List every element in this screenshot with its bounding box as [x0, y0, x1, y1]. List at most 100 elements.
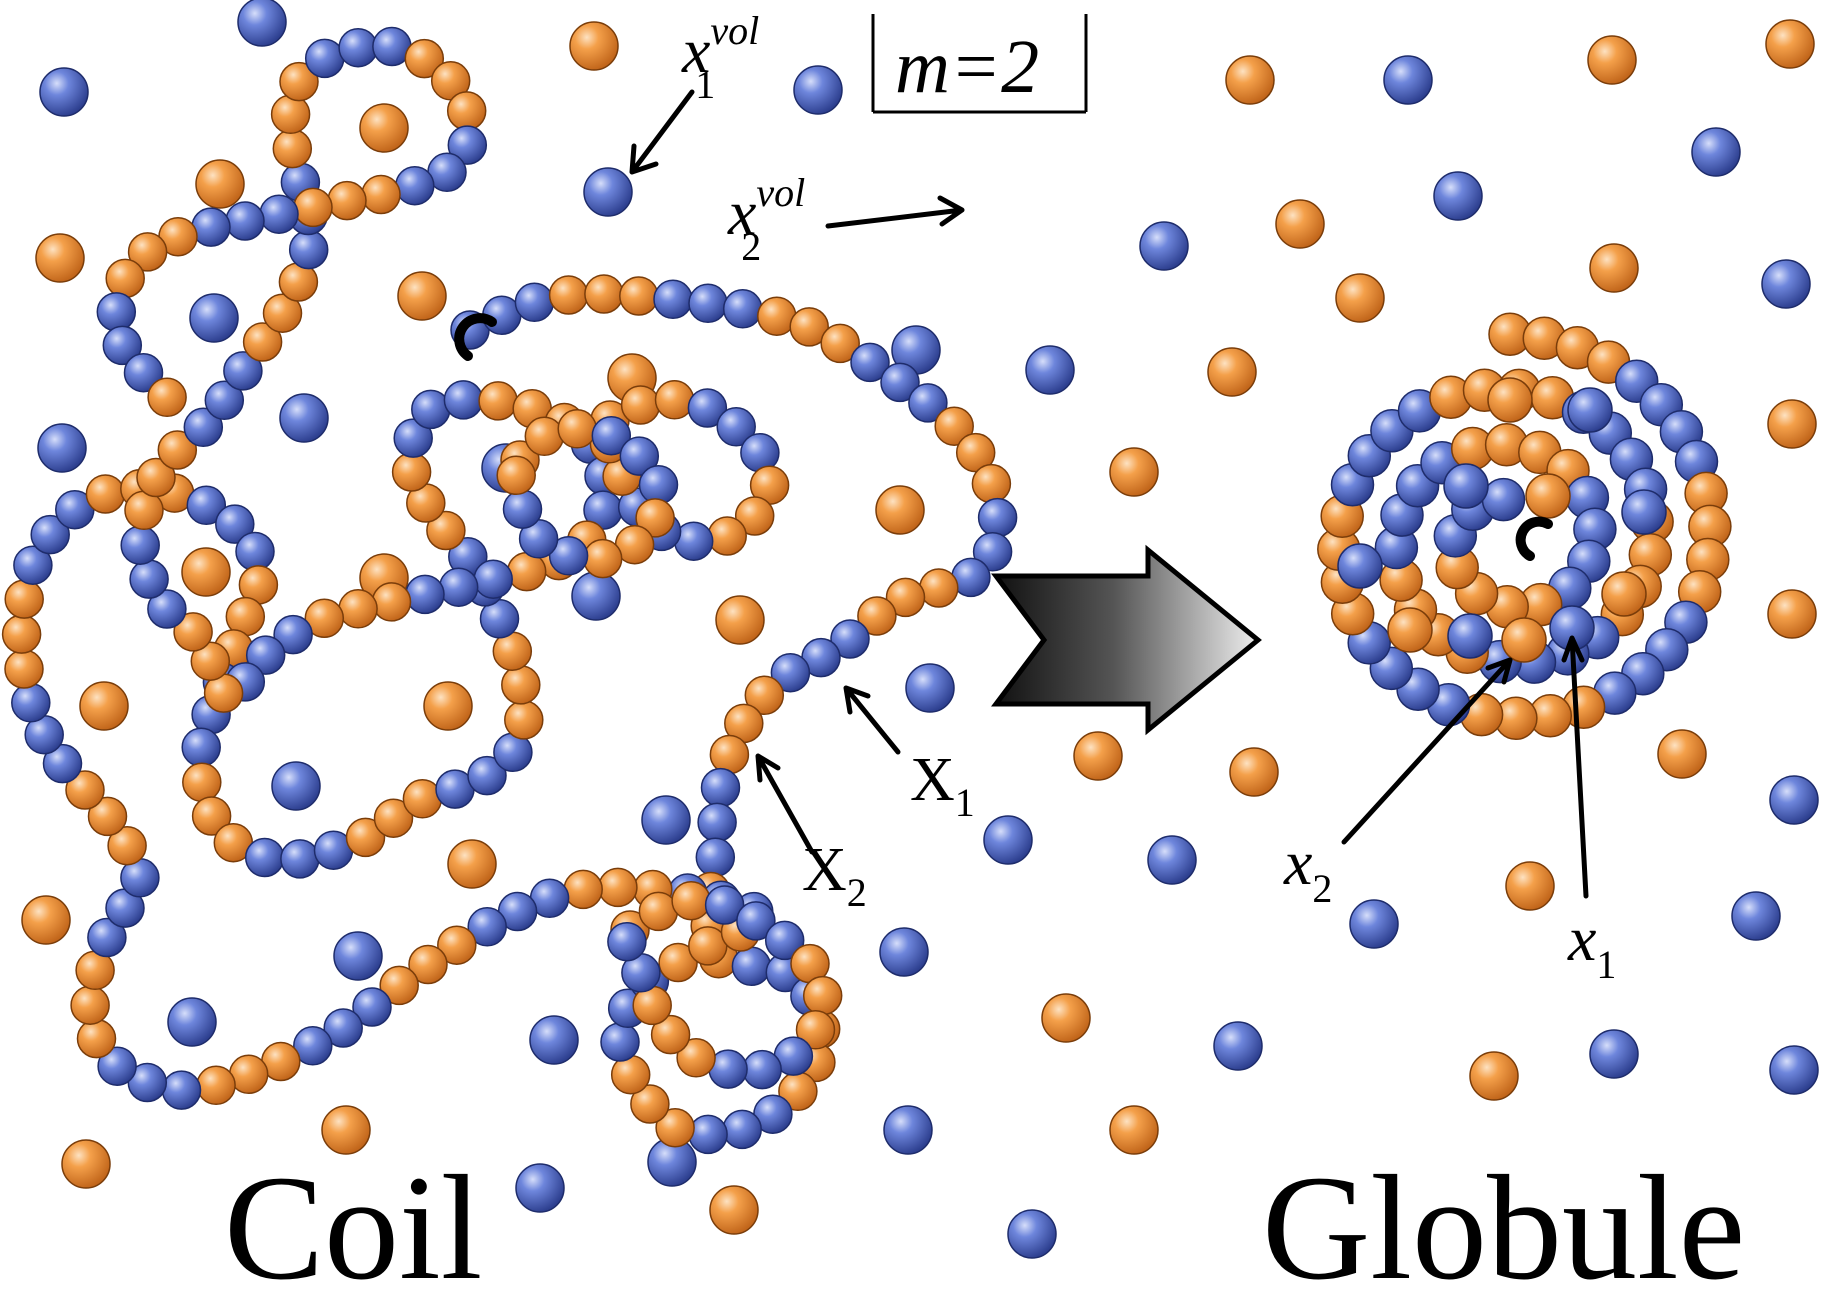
- coil-monomer: [161, 1070, 202, 1110]
- arrow-x2: [1341, 657, 1513, 845]
- solvent-molecule: [423, 681, 473, 731]
- coil-monomer: [70, 985, 110, 1025]
- coil-monomer: [30, 514, 70, 555]
- solvent-molecule: [1073, 731, 1123, 781]
- solvent-molecule: [271, 761, 321, 811]
- coil-monomer: [908, 383, 948, 423]
- solvent-molecule: [793, 65, 843, 115]
- coil-monomer: [619, 436, 660, 476]
- coil-monomer: [955, 432, 996, 473]
- coil-monomer: [96, 292, 137, 332]
- coil-polymer-chain: [1, 26, 1018, 1155]
- solvent-molecule: [1765, 19, 1815, 69]
- coil-monomer: [467, 755, 507, 796]
- coil-monomer: [504, 700, 544, 740]
- coil-monomer: [304, 598, 345, 639]
- coil-monomer: [630, 1084, 670, 1124]
- solvent-molecule: [1275, 199, 1325, 249]
- solvent-molecule: [983, 815, 1033, 865]
- solvent-molecule: [583, 167, 633, 217]
- solvent-molecule: [333, 931, 383, 981]
- coil-monomer: [789, 307, 829, 347]
- solvent-molecule: [37, 423, 87, 473]
- coil-monomer: [795, 1010, 836, 1050]
- solvent-molecule: [1769, 1045, 1819, 1095]
- globule-solvent: [1525, 473, 1571, 519]
- solvent-molecule: [1383, 55, 1433, 105]
- solvent-molecule: [879, 927, 929, 977]
- coil-monomer: [87, 917, 127, 958]
- coil-monomer: [373, 798, 414, 838]
- coil-monomer: [157, 430, 198, 470]
- solvent-molecule: [21, 895, 71, 945]
- solvent-molecule: [1731, 891, 1781, 941]
- coil-monomer: [352, 987, 392, 1027]
- coil-monomer: [408, 944, 448, 985]
- arrow-x1vol: [629, 89, 695, 175]
- coil-monomer: [225, 201, 265, 241]
- globule-solvent: [1387, 607, 1433, 653]
- coil-monomer: [181, 727, 221, 768]
- coil-monomer: [598, 867, 638, 908]
- coil-monomer: [102, 325, 143, 366]
- coil-monomer: [744, 675, 785, 716]
- solvent-molecule: [167, 997, 217, 1047]
- solvent-molecule: [1335, 273, 1385, 323]
- coil-monomer: [87, 796, 128, 837]
- solvent-molecule: [529, 1015, 579, 1065]
- solvent-molecule: [641, 795, 691, 845]
- coil-monomer: [127, 1062, 168, 1103]
- globule-solvent: [1501, 617, 1547, 663]
- coil-monomer: [654, 380, 695, 420]
- solvent-molecule: [1025, 345, 1075, 395]
- coil-monomer: [447, 125, 488, 165]
- solvent-molecule: [189, 293, 239, 343]
- solvent-molecule: [1109, 1105, 1159, 1155]
- solvent-molecule: [1041, 993, 1091, 1043]
- arrow-X2: [755, 753, 815, 855]
- coil-monomer: [127, 232, 168, 272]
- coil-monomer: [695, 837, 736, 878]
- coil-monomer: [42, 743, 83, 784]
- label-X1: X1: [910, 746, 975, 825]
- coil-monomer: [107, 825, 147, 866]
- coil-monomer: [183, 407, 224, 448]
- coil-monomer: [404, 38, 445, 79]
- coil-monomer: [688, 283, 728, 324]
- globule-solvent: [1621, 489, 1667, 535]
- globule-solvent: [1447, 613, 1493, 659]
- solvent-molecule: [1207, 347, 1257, 397]
- coil-monomer: [473, 559, 513, 599]
- solvent-molecule: [1349, 899, 1399, 949]
- solvent-molecule: [1761, 259, 1811, 309]
- coil-monomer: [4, 579, 44, 619]
- solvent-molecule: [1767, 399, 1817, 449]
- coil-monomer: [443, 380, 484, 420]
- solvent-molecule: [1505, 861, 1555, 911]
- coil-monomer: [548, 536, 589, 576]
- globule-solvent: [1487, 377, 1533, 423]
- solvent-molecule: [905, 663, 955, 713]
- label-x1vol: xvol 1: [681, 8, 759, 107]
- solvent-molecule: [35, 233, 85, 283]
- coil-monomer: [584, 274, 624, 314]
- coil-monomer: [196, 1065, 236, 1106]
- solvent-molecule: [1589, 1029, 1639, 1079]
- coil-monomer: [700, 767, 741, 808]
- coil-monomer: [820, 323, 860, 364]
- coil-monomer: [438, 567, 479, 607]
- coil-monomer: [327, 180, 367, 221]
- solvent-molecule: [1229, 747, 1279, 797]
- coil-monomer: [147, 589, 187, 629]
- solvent-molecule: [515, 1163, 565, 1213]
- coil-monomer: [446, 91, 487, 131]
- coil-monomer: [635, 498, 675, 538]
- solvent-molecule: [875, 485, 925, 535]
- coil-monomer: [557, 409, 597, 449]
- coil-monomer: [437, 925, 477, 965]
- coil-monomer: [478, 381, 518, 421]
- coil-monomer: [338, 589, 378, 629]
- coil-monomer: [496, 455, 536, 496]
- coil-monomer: [638, 465, 679, 505]
